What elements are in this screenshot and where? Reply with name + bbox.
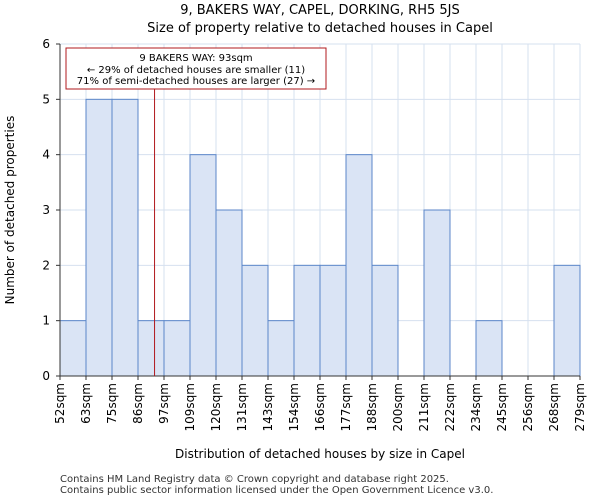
x-tick-label: 256sqm	[521, 383, 535, 431]
y-tick-label: 0	[42, 369, 50, 383]
bar	[423, 209, 451, 377]
x-tick-label: 245sqm	[495, 383, 509, 431]
annotation-line-3: 71% of semi-detached houses are larger (…	[77, 76, 315, 87]
bar	[59, 320, 87, 377]
annotation-line-2: ← 29% of detached houses are smaller (11…	[87, 65, 305, 76]
x-tick-label: 222sqm	[443, 383, 457, 431]
x-tick-label: 177sqm	[339, 383, 353, 431]
x-axis-label: Distribution of detached houses by size …	[175, 447, 465, 461]
chart-title: 9, BAKERS WAY, CAPEL, DORKING, RH5 5JS	[180, 3, 460, 18]
bar	[553, 264, 581, 377]
x-tick-label: 188sqm	[365, 383, 379, 431]
x-tick-label: 268sqm	[547, 383, 561, 431]
bar	[241, 264, 269, 377]
x-tick-label: 52sqm	[53, 383, 67, 424]
bar	[345, 154, 373, 377]
x-tick-label: 211sqm	[417, 383, 431, 431]
annotation-box	[65, 47, 327, 90]
x-tick-label: 143sqm	[261, 383, 275, 431]
y-axis-label: Number of detached properties	[3, 116, 17, 305]
y-tick-labels: 0 1 2 3 4 5 6	[42, 37, 60, 383]
x-tick-label: 109sqm	[183, 383, 197, 431]
bar	[85, 98, 113, 377]
y-tick-label: 1	[42, 314, 50, 328]
bar	[319, 264, 347, 377]
x-tick-label: 86sqm	[131, 383, 145, 424]
y-tick-label: 2	[42, 258, 50, 272]
footer-line-2: Contains public sector information licen…	[60, 485, 494, 496]
x-tick-label: 279sqm	[573, 383, 587, 431]
annotation-line-1: 9 BAKERS WAY: 93sqm	[139, 53, 252, 64]
bar	[267, 320, 295, 377]
bar	[293, 264, 321, 377]
x-tick-label: 234sqm	[469, 383, 483, 431]
x-tick-label: 120sqm	[209, 383, 223, 431]
y-tick-label: 5	[42, 92, 50, 106]
x-tick-label: 63sqm	[79, 383, 93, 424]
x-tick-labels: 52sqm 63sqm 75sqm 86sqm 97sqm 109sqm 120sqm 131…	[53, 376, 587, 431]
bar	[371, 264, 399, 377]
x-tick-label: 131sqm	[235, 383, 249, 431]
x-tick-label: 75sqm	[105, 383, 119, 424]
x-tick-label: 166sqm	[313, 383, 327, 431]
chart-subtitle: Size of property relative to detached ho…	[147, 21, 493, 36]
bar	[137, 320, 165, 377]
y-tick-label: 3	[42, 203, 50, 217]
y-tick-label: 6	[42, 37, 50, 51]
y-tick-label: 4	[42, 148, 50, 162]
bar	[189, 154, 217, 377]
x-tick-label: 97sqm	[157, 383, 171, 424]
x-tick-label: 200sqm	[391, 383, 405, 431]
bar	[163, 320, 191, 377]
bar	[475, 320, 503, 377]
bar	[215, 209, 243, 377]
footer-line-1: Contains HM Land Registry data © Crown c…	[60, 474, 449, 485]
bar	[111, 98, 139, 377]
x-tick-label: 154sqm	[287, 383, 301, 431]
